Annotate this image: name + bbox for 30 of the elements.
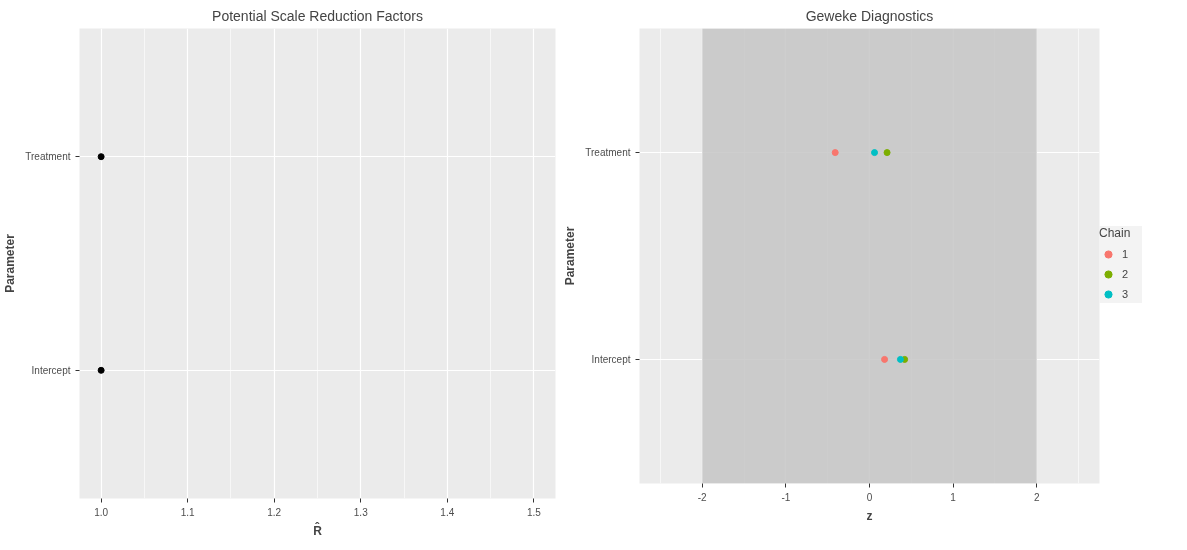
x-tick-label: 1.1 (180, 506, 196, 518)
x-tick-label: -2 (697, 491, 708, 503)
x-tick-label: 1.5 (526, 506, 542, 518)
legend-label: 1 (1122, 248, 1130, 260)
x-tick-label: 1 (950, 491, 957, 503)
legend-label: 2 (1122, 268, 1130, 280)
y-tick-label: Intercept (591, 353, 631, 365)
x-tick-label: 2 (1033, 491, 1040, 503)
point (896, 355, 904, 363)
y-axis-title: Parameter (563, 226, 578, 286)
x-tick-label: 1.2 (267, 506, 282, 518)
chart-title: Geweke Diagnostics (805, 7, 934, 24)
x-tick-label: -1 (781, 491, 791, 503)
y-tick-label: Treatment (585, 147, 631, 159)
x-tick-label: 1.3 (353, 506, 369, 518)
x-tick-label: 1.0 (94, 506, 109, 518)
point (831, 149, 839, 157)
y-tick-label: Intercept (31, 364, 71, 376)
x-tick-label: 0 (866, 491, 873, 503)
point (871, 149, 879, 157)
x-tick-label: 1.4 (440, 506, 455, 518)
point (881, 355, 889, 363)
chart-title: Potential Scale Reduction Factors (212, 7, 423, 24)
point (883, 149, 891, 157)
y-axis-title: Parameter (3, 233, 18, 293)
y-tick-label: Treatment (25, 151, 71, 163)
legend-label: 3 (1122, 288, 1130, 300)
legend-title: Chain (1099, 226, 1132, 240)
x-axis-title: z (866, 508, 873, 523)
x-axis-title: R̂ (313, 522, 323, 538)
